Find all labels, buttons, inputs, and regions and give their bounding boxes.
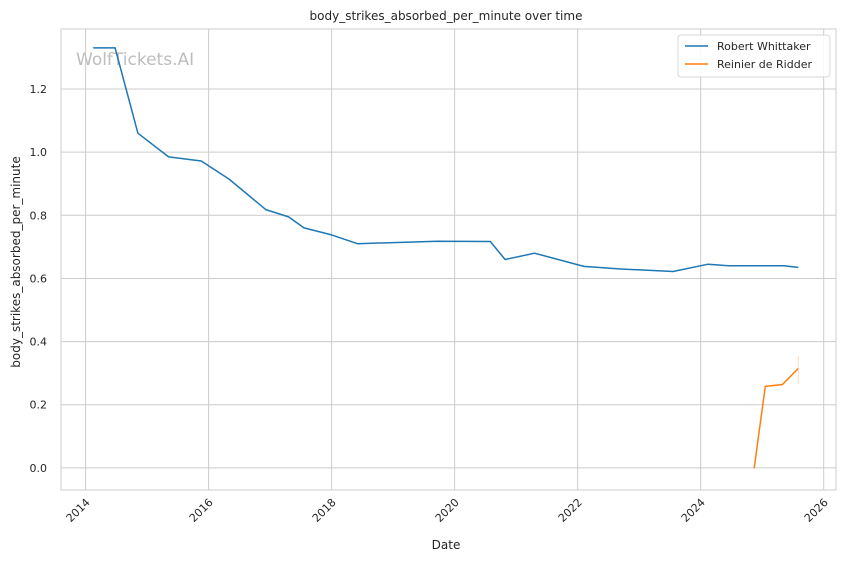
legend-label-1: Reinier de Ridder	[717, 58, 812, 71]
x-tick-label: 2024	[679, 496, 708, 525]
series-1-point-3	[797, 368, 799, 370]
y-tick-label: 0.0	[30, 462, 48, 475]
y-tick-label: 1.2	[30, 83, 48, 96]
x-tick-label: 2026	[802, 496, 831, 525]
y-tick-label: 0.4	[30, 336, 48, 349]
series-group	[93, 47, 799, 469]
series-0-point-11	[436, 240, 438, 242]
series-0-point-8	[303, 227, 305, 229]
plot-background	[61, 29, 836, 490]
series-0-point-16	[620, 268, 622, 270]
series-0-point-17	[672, 270, 674, 273]
y-tick-labels: 0.0 0.2 0.4 0.6 0.8 1.0 1.2	[30, 83, 48, 475]
series-0-point-5	[228, 178, 230, 180]
series-0-point-21	[797, 266, 799, 268]
legend: Robert Whittaker Reinier de Ridder	[677, 34, 831, 78]
series-0-point-18	[707, 263, 709, 265]
legend-box	[677, 34, 831, 78]
x-tick-label: 2022	[556, 496, 585, 525]
series-1-point-2	[781, 383, 784, 386]
y-tick-label: 0.8	[30, 209, 48, 222]
grid	[61, 29, 836, 490]
y-tick-label: 0.2	[30, 399, 48, 412]
series-line-0	[93, 47, 798, 273]
series-line-1	[753, 368, 799, 469]
series-0-point-13	[504, 258, 506, 261]
series-0-point-10	[356, 243, 359, 245]
series-0-point-3	[168, 156, 170, 158]
x-tick-label: 2018	[310, 496, 339, 525]
plot-frame	[60, 28, 837, 491]
y-axis-label: body_strikes_absorbed_per_minute	[9, 156, 23, 367]
series-0-point-4	[200, 160, 202, 162]
series-0-point-0	[93, 47, 95, 49]
series-0-point-20	[783, 265, 785, 267]
series-1-point-0	[753, 467, 755, 469]
x-tick-label: 2016	[187, 496, 216, 525]
watermark: WolfTickets.AI	[76, 50, 194, 70]
series-0-point-19	[727, 265, 730, 267]
series-0-point-15	[583, 265, 585, 267]
series-0-point-2	[137, 132, 139, 134]
x-tick-label: 2014	[64, 496, 93, 525]
x-tick-label: 2020	[433, 496, 462, 525]
y-tick-label: 0.6	[30, 272, 48, 285]
series-1-point-1	[764, 385, 766, 387]
x-axis-label: Date	[432, 538, 461, 552]
x-tick-labels: 2014 2016 2018 2020 2022 2024 2026	[64, 496, 831, 525]
chart-title: body_strikes_absorbed_per_minute over ti…	[310, 9, 583, 23]
series-0-point-12	[489, 240, 491, 243]
series-0-point-1	[114, 47, 116, 49]
y-tick-label: 1.0	[30, 146, 48, 159]
series-0-point-7	[288, 216, 290, 218]
series-0-point-9	[331, 234, 333, 236]
legend-label-0: Robert Whittaker	[717, 40, 811, 53]
series-0-point-14	[534, 252, 536, 254]
series-0-point-6	[265, 209, 267, 211]
